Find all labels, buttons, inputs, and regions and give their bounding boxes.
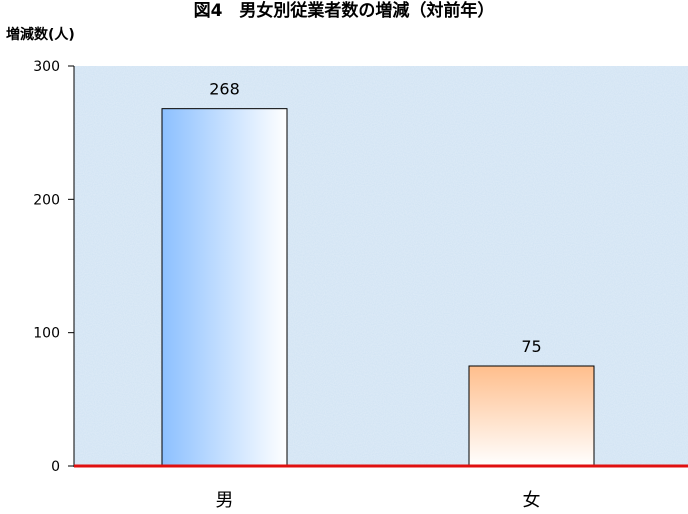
- y-axis-label: 増減数(人): [6, 27, 75, 43]
- y-tick-label: 0: [51, 459, 60, 475]
- y-tick-label: 300: [33, 59, 60, 75]
- data-label: 75: [521, 337, 541, 356]
- y-tick-label: 200: [33, 192, 60, 208]
- y-tick-label: 100: [33, 326, 60, 342]
- x-category-label: 女: [523, 490, 541, 511]
- chart-title: 図4 男女別従業者数の増減（対前年）: [193, 1, 495, 21]
- bar-男: [161, 108, 288, 467]
- bar-女: [468, 365, 595, 467]
- data-label: 268: [209, 80, 240, 99]
- x-category-label: 男: [216, 490, 234, 511]
